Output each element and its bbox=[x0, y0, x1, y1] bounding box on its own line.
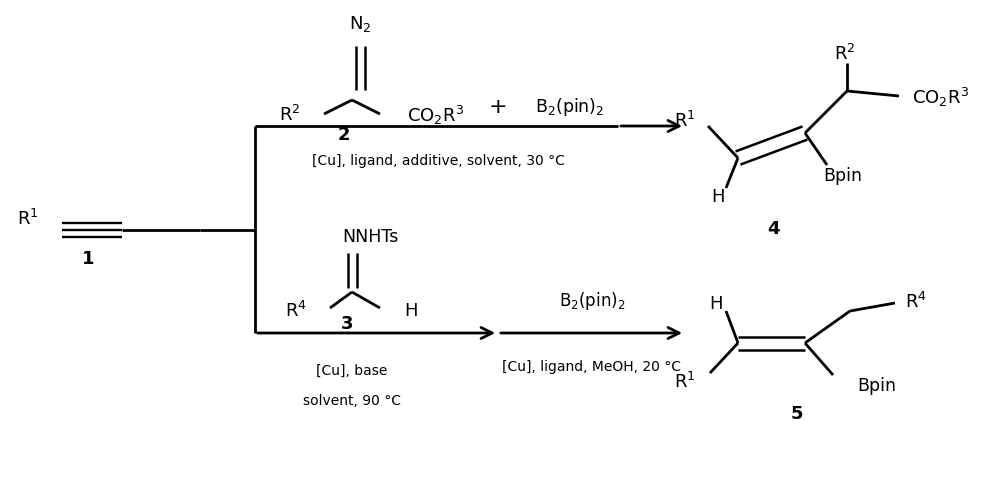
Text: 2: 2 bbox=[338, 126, 350, 143]
Text: 5: 5 bbox=[791, 404, 803, 422]
Text: R$^1$: R$^1$ bbox=[674, 371, 696, 391]
Text: 3: 3 bbox=[341, 314, 353, 332]
Text: CO$_2$R$^3$: CO$_2$R$^3$ bbox=[912, 85, 969, 108]
Text: R$^1$: R$^1$ bbox=[674, 111, 696, 131]
Text: H: H bbox=[404, 302, 418, 319]
Text: 1: 1 bbox=[82, 249, 94, 267]
Text: R$^4$: R$^4$ bbox=[905, 291, 927, 311]
Text: [Cu], ligand, MeOH, 20 °C: [Cu], ligand, MeOH, 20 °C bbox=[503, 359, 682, 373]
Text: Bpin: Bpin bbox=[857, 376, 896, 394]
Text: R$^2$: R$^2$ bbox=[279, 105, 300, 125]
Text: R$^2$: R$^2$ bbox=[834, 44, 856, 64]
Text: N$_2$: N$_2$ bbox=[349, 14, 371, 34]
Text: B$_2$(pin)$_2$: B$_2$(pin)$_2$ bbox=[559, 289, 625, 311]
Text: NNHTs: NNHTs bbox=[342, 227, 398, 245]
Text: [Cu], base: [Cu], base bbox=[316, 363, 388, 377]
Text: 4: 4 bbox=[767, 220, 779, 238]
Text: Bpin: Bpin bbox=[824, 167, 863, 184]
Text: R$^4$: R$^4$ bbox=[285, 300, 307, 321]
Text: H: H bbox=[709, 294, 723, 312]
Text: B$_2$(pin)$_2$: B$_2$(pin)$_2$ bbox=[535, 96, 605, 118]
Text: R$^1$: R$^1$ bbox=[17, 208, 39, 228]
Text: +: + bbox=[489, 97, 507, 117]
Text: CO$_2$R$^3$: CO$_2$R$^3$ bbox=[407, 103, 464, 126]
Text: solvent, 90 °C: solvent, 90 °C bbox=[303, 393, 401, 407]
Text: [Cu], ligand, additive, solvent, 30 °C: [Cu], ligand, additive, solvent, 30 °C bbox=[312, 154, 564, 168]
Text: H: H bbox=[711, 187, 725, 205]
